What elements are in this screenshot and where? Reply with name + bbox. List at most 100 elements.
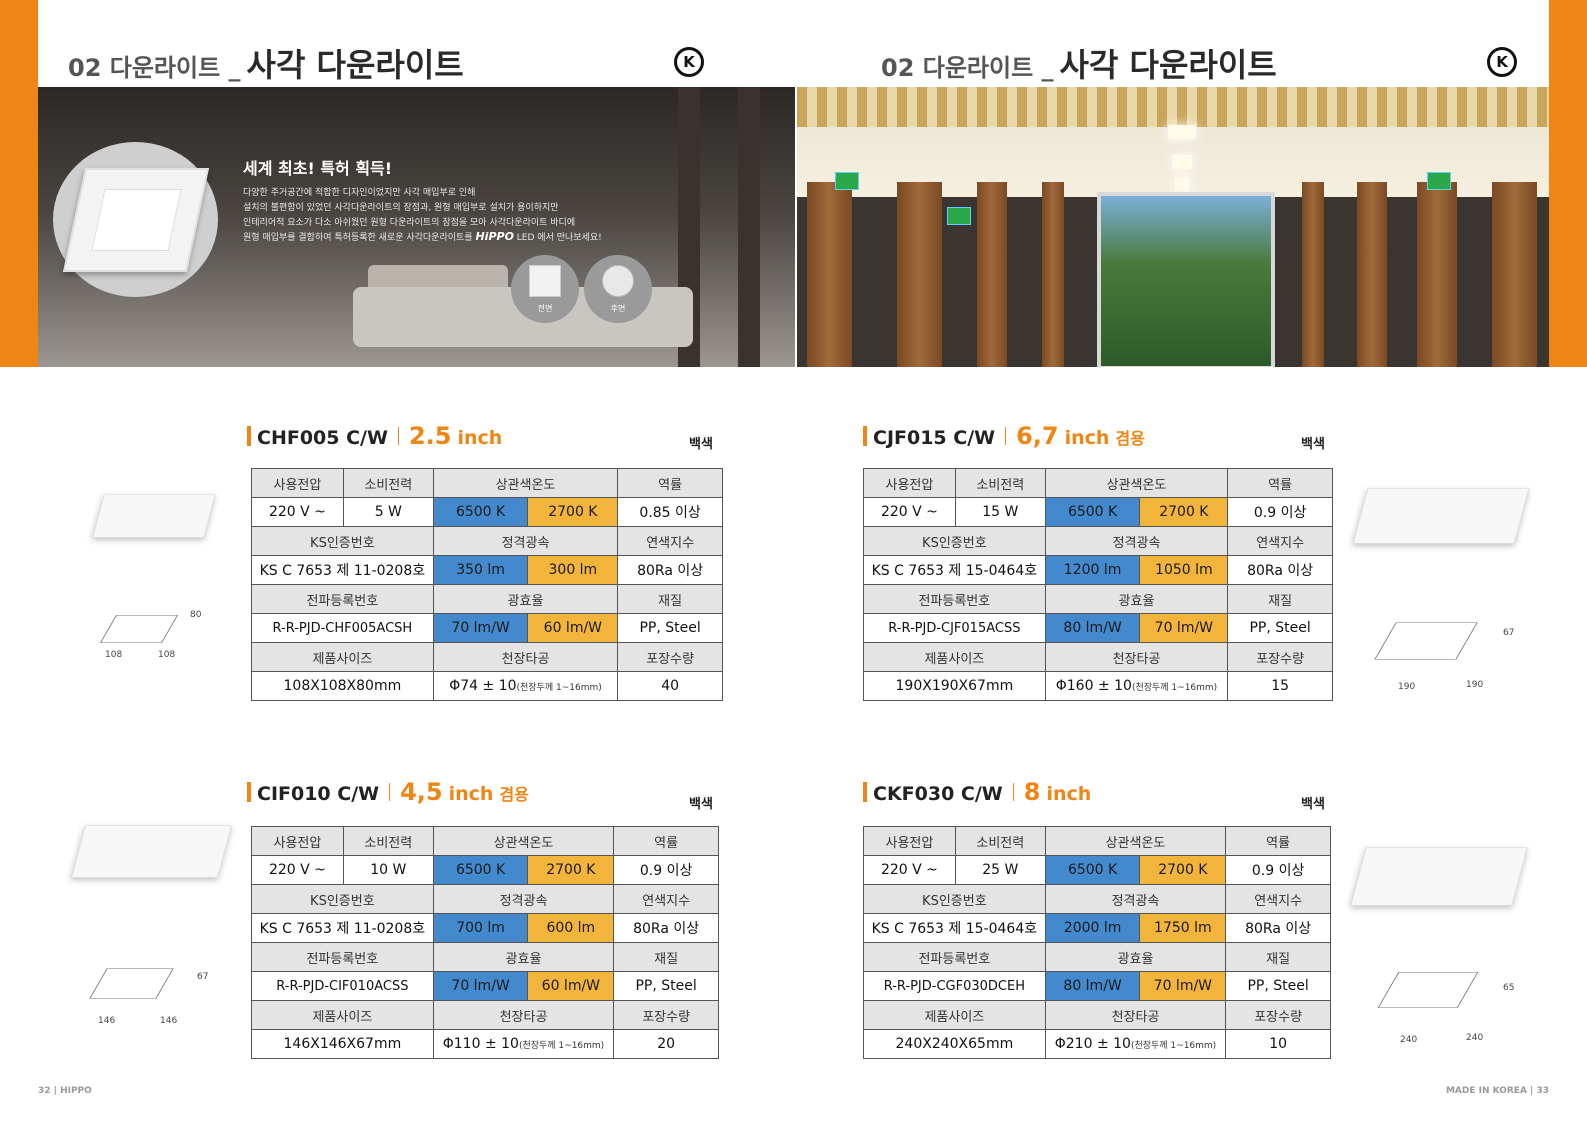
promo-text-line: 다양한 주거공간에 적합한 디자인이었지만 사각 매입부로 인해 [243, 188, 476, 198]
spec-cell: 소비전력 [342, 826, 434, 856]
footer-left: 32 | HIPPO [38, 1086, 92, 1096]
spec-cell: R-R-PJD-CGF030DCEH [863, 971, 1046, 1001]
spec-cell: 정격광속 [1044, 526, 1229, 556]
ceiling-lamp [1175, 177, 1189, 191]
spec-cell: 0.85 이상 [617, 497, 723, 527]
wood-panel [977, 182, 1007, 367]
spec-cell: 6500 K [1044, 855, 1141, 885]
spec-cell: 108X108X80mm [251, 671, 434, 701]
color-label: 백색 [1301, 797, 1325, 812]
color-label: 백색 [1301, 437, 1325, 452]
spec-cell: 20 [613, 1029, 719, 1059]
exit-sign [835, 172, 859, 190]
spec-cell: 정격광속 [432, 526, 619, 556]
product-model-heading: CIF010 C/W 4,5 inch 겸용 [247, 778, 529, 806]
spec-cell: 소비전력 [954, 468, 1046, 498]
spec-cell: 광효율 [1044, 942, 1227, 972]
page-header-right: 02 다운라이트 _ 사각 다운라이트 [881, 40, 1277, 84]
spec-cell: 상관색온도 [432, 826, 615, 856]
spec-cell: 제품사이즈 [251, 642, 434, 672]
spec-cell: 연색지수 [1225, 884, 1331, 914]
section-label: 02 다운라이트 _ [881, 54, 1054, 82]
spec-cell: 포장수량 [1227, 642, 1333, 672]
spec-cell: 1050 lm [1139, 555, 1229, 585]
color-label: 백색 [689, 437, 713, 452]
wood-panel [1302, 182, 1324, 367]
spec-cell: 재질 [617, 584, 723, 614]
spec-cell: 소비전력 [342, 468, 434, 498]
spec-cell: 2700 K [1139, 855, 1227, 885]
spec-cell: R-R-PJD-CJF015ACSS [863, 613, 1046, 643]
spec-cell: 1750 lm [1139, 913, 1227, 943]
spec-cell: KS인증번호 [251, 884, 434, 914]
spec-cell: 전파등록번호 [863, 942, 1046, 972]
product-image [92, 480, 216, 550]
spec-cell: 제품사이즈 [863, 1000, 1046, 1030]
spec-cell: 80 lm/W [1044, 971, 1141, 1001]
product-image [1352, 470, 1530, 560]
spec-cell: 5 W [342, 497, 434, 527]
spec-cell: 재질 [1225, 942, 1331, 972]
ceiling-frieze [797, 87, 1549, 127]
square-downlight-image [62, 167, 209, 272]
spec-cell: 전파등록번호 [251, 942, 434, 972]
spec-cell: 2700 K [527, 497, 619, 527]
spec-cell-text: (천장두께 1~16mm) [518, 1041, 605, 1051]
spec-cell: 60 lm/W [527, 971, 615, 1001]
spec-cell: 25 W [954, 855, 1046, 885]
spec-cell-text: (천장두께 1~16mm) [1130, 1041, 1217, 1051]
spec-cell: 240X240X65mm [863, 1029, 1046, 1059]
spec-cell: 146X146X67mm [251, 1029, 434, 1059]
spec-cell-text: Φ74 ± 10 [449, 678, 517, 694]
spec-cell: 80 lm/W [1044, 613, 1141, 643]
spec-cell: 역률 [1227, 468, 1333, 498]
spec-cell: 2000 lm [1044, 913, 1141, 943]
wood-panel [1417, 182, 1457, 367]
spec-cell: PP, Steel [1225, 971, 1331, 1001]
product-model-heading: CJF015 C/W 6,7 inch 겸용 [863, 422, 1145, 450]
page-title: 사각 다운라이트 [1059, 46, 1277, 84]
spec-cell: 사용전압 [251, 826, 344, 856]
dimension-width: 146 [98, 1016, 116, 1026]
spec-cell: 2700 K [1139, 497, 1229, 527]
dimension-width: 108 [105, 650, 123, 660]
spec-cell: Φ210 ± 10(천장두께 1~16mm) [1044, 1029, 1227, 1059]
spec-cell: 연색지수 [1227, 526, 1333, 556]
ks-certification-logo: K [674, 47, 704, 77]
dimension-depth: 240 [1466, 1033, 1484, 1043]
spec-cell: 80Ra 이상 [1225, 913, 1331, 943]
spec-cell: Φ110 ± 10(천장두께 1~16mm) [432, 1029, 615, 1059]
spec-cell: 40 [617, 671, 723, 701]
interior-banner-photo: 세계 최초! 특허 획득! 다양한 주거공간에 적합한 디자인이었지만 사각 매… [38, 87, 795, 367]
section-label: 02 다운라이트 _ [68, 54, 241, 82]
front-view-thumb: 전면 [511, 255, 579, 323]
spec-cell-text: (천장두께 1~16mm) [1131, 683, 1218, 693]
wood-panel [1492, 182, 1537, 367]
footer-right: MADE IN KOREA | 33 [1445, 1086, 1549, 1096]
spec-table: 사용전압 소비전력 상관색온도 역률 220 V ~5 W 6500 K 2700 K 0.… [251, 468, 723, 701]
spec-cell: 광효율 [1044, 584, 1229, 614]
spec-cell: 상관색온도 [432, 468, 619, 498]
product-image [71, 808, 232, 893]
spec-cell: 광효율 [432, 942, 615, 972]
spec-cell: 전파등록번호 [863, 584, 1046, 614]
wood-panel [1042, 182, 1064, 367]
spec-cell: 포장수량 [617, 642, 723, 672]
spec-cell: 정격광속 [1044, 884, 1227, 914]
spec-cell: 2700 K [527, 855, 615, 885]
dimension-depth: 146 [160, 1016, 178, 1026]
spec-cell: 0.9 이상 [1227, 497, 1333, 527]
dimension-diagram [1374, 622, 1478, 660]
spec-cell: 정격광속 [432, 884, 615, 914]
spec-cell: 70 lm/W [432, 971, 529, 1001]
page-header-left: 02 다운라이트 _ 사각 다운라이트 [68, 40, 464, 84]
spec-cell: 천장타공 [1044, 1000, 1227, 1030]
spec-cell: 재질 [1227, 584, 1333, 614]
spec-cell: 천장타공 [432, 1000, 615, 1030]
spec-cell: 700 lm [432, 913, 529, 943]
promo-text-line: 인테리어적 요소가 다소 아쉬웠던 원형 다운라이트의 장점을 모아 사각다운라… [243, 218, 576, 228]
ks-certification-logo: K [1487, 47, 1517, 77]
spec-cell: 220 V ~ [863, 497, 956, 527]
